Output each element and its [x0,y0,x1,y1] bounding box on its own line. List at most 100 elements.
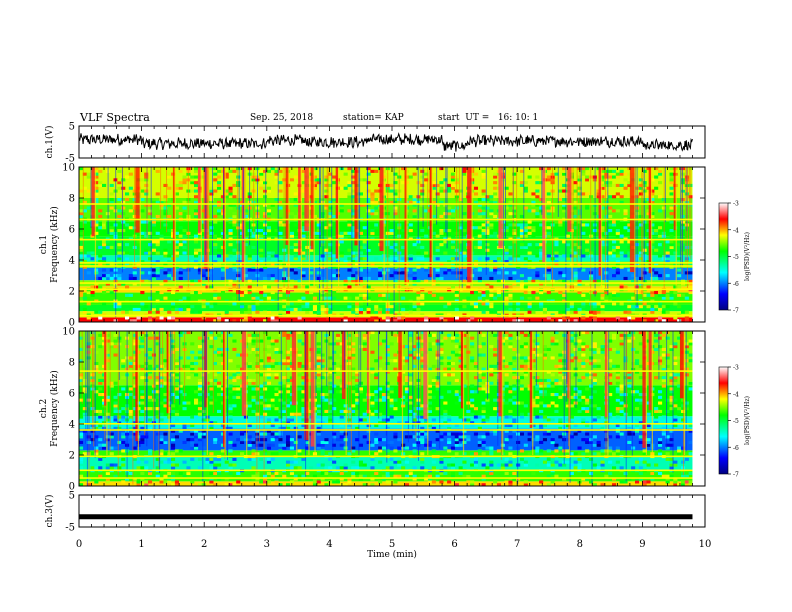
ch2-spectrogram-narrowband [79,370,693,372]
ch2-spectrogram-ytick-label: 10 [62,327,75,338]
ch2-spectrogram-burst [366,331,369,414]
ch1-spectrogram-burst [429,167,432,277]
time-tick-label: 10 [699,539,712,550]
ch1-spectrogram-ylabel-ch: ch.1 [39,235,49,254]
ch2-spectrogram-narrowband [79,469,693,472]
station-label: station= KAP [343,113,404,123]
ch1-spectrogram-ytick-label: 4 [69,256,75,267]
ch1-waveform-ytick-label: 5 [69,122,75,133]
ch2-spectrogram-burst [423,331,428,419]
ch2-spectrogram-narrowband [79,455,693,458]
ch1-spectrogram-colorbar-tick-label: -5 [733,254,739,261]
ch1-spectrogram-burst [135,167,140,233]
ch3-waveform-ytick-label: 5 [69,491,75,502]
ch1-spectrogram-narrowband [79,265,693,267]
ch1-spectrogram-burst [354,167,358,246]
ch1-spectrogram-burst [298,167,301,256]
ch1-spectrogram-narrowband [79,218,693,221]
ch2-spectrogram-burst [166,331,169,414]
ch1-spectrogram-ytick-label: 6 [69,225,75,236]
ch2-spectrogram-burst [460,331,463,409]
ch1-spectrogram-colorbar [718,202,729,311]
ch1-spectrogram-burst [542,167,546,264]
ch1-spectrogram-burst [673,167,676,231]
ch1-waveform-ylabel: ch.1(V) [44,126,55,159]
ch1-spectrogram-narrowband [79,203,693,205]
ch2-spectrogram-burst [679,331,684,399]
ch1-spectrogram-ytick-label: 8 [69,194,75,205]
date-label: Sep. 25, 2018 [250,113,314,123]
ch2-spectrogram-burst [222,331,225,448]
start-time-label: start UT = 16: 10: 1 [438,113,539,123]
ch1-spectrogram-burst [567,167,572,232]
ch1-spectrogram-band [79,255,693,262]
time-tick-label: 9 [639,539,645,550]
ch2-spectrogram-narrowband [79,429,693,431]
ch1-spectrogram-narrowband [79,288,693,291]
ch1-spectrogram-narrowband [79,300,693,303]
ch2-spectrogram-ytick-label: 6 [69,389,75,400]
ch1-spectrogram-ytick-label: 0 [69,318,75,329]
ch1-spectrogram-colorbar-tick-label: -7 [733,308,739,315]
ch2-spectrogram-burst [498,331,503,417]
ch1-spectrogram-burst [498,167,503,249]
ch2-spectrogram-burst [341,331,346,399]
ch1-spectrogram-burst [467,167,472,284]
ch1-spectrogram-narrowband [79,282,693,284]
ch1-spectrogram-burst [197,167,201,234]
ch2-spectrogram-ytick-label: 2 [69,451,75,462]
ch1-spectrogram-burst [91,167,95,237]
ch3-waveform-ytick-label: -5 [65,523,75,534]
ch1-spectrogram-colorbar-tick-label: -3 [733,201,739,208]
time-tick-label: 5 [389,539,395,550]
ch1-waveform-ytick-label: -5 [65,154,75,165]
ch2-spectrogram-burst [304,331,309,441]
ch2-spectrogram-narrowband [79,423,693,425]
ch1-spectrogram-ytick-label: 10 [62,163,75,174]
ch1-spectrogram-narrowband [79,238,693,241]
ch1-spectrogram-narrowband [79,262,693,264]
ch2-spectrogram-burst [642,331,646,448]
time-tick-label: 0 [76,539,82,550]
ch1-spectrogram-burst [285,167,289,245]
ch2-spectrogram-colorbar-tick-label: -3 [733,365,739,372]
ch1-spectrogram-ylabel-freq: Frequency (kHz) [49,206,60,283]
ch1-spectrogram-burst [335,167,339,259]
ch2-spectrogram-colorbar-label: log(PSD)(V²/Hz) [744,396,751,445]
ch2-spectrogram-colorbar-tick-label: -4 [733,391,739,398]
ch1-spectrogram-burst [404,167,407,285]
ch1-waveform-trace [78,132,693,152]
ch2-spectrogram-burst [204,331,207,408]
ch1-spectrogram-colorbar-label: log(PSD)(V²/Hz) [744,232,751,281]
ch2-spectrogram-ytick-label: 0 [69,482,75,493]
ch1-spectrogram-burst [310,167,314,250]
ch2-spectrogram-colorbar-tick-label: -7 [733,472,739,479]
ch1-spectrogram-ytick-label: 2 [69,287,75,298]
ch2-spectrogram-ylabel-freq: Frequency (kHz) [49,370,60,447]
figure-title: VLF Spectra [80,111,150,124]
ch2-spectrogram-burst [241,331,247,416]
ch2-spectrogram-band [79,450,693,457]
ch1-spectrogram-narrowband [79,314,693,317]
ch1-spectrogram-burst [241,167,245,282]
ch2-spectrogram-ytick-label: 4 [69,420,75,431]
ch2-spectrogram-burst [291,331,297,406]
ch2-spectrogram-ytick-label: 8 [69,358,75,369]
time-tick-label: 4 [326,539,332,550]
time-axis-label: Time (min) [367,549,417,560]
ch1-spectrogram-colorbar-tick-label: -6 [733,281,739,288]
ch2-spectrogram-colorbar-tick-label: -5 [733,418,739,425]
ch2-spectrogram-burst [310,331,315,447]
ch1-spectrogram-burst [379,167,384,252]
ch2-spectrogram-ylabel-ch: ch.2 [39,399,49,418]
ch1-spectrogram-burst [304,167,309,232]
ch2-spectrogram-colorbar [718,366,729,475]
ch2-spectrogram-image [79,331,705,487]
ch3-waveform-ylabel: ch.3(V) [44,495,55,528]
ch2-spectrogram-narrowband [79,477,693,479]
ch1-spectrogram-burst [598,167,601,276]
ch2-spectrogram-burst [398,331,402,398]
ch2-spectrogram-burst [529,331,533,428]
ch1-spectrogram-band [79,311,693,318]
